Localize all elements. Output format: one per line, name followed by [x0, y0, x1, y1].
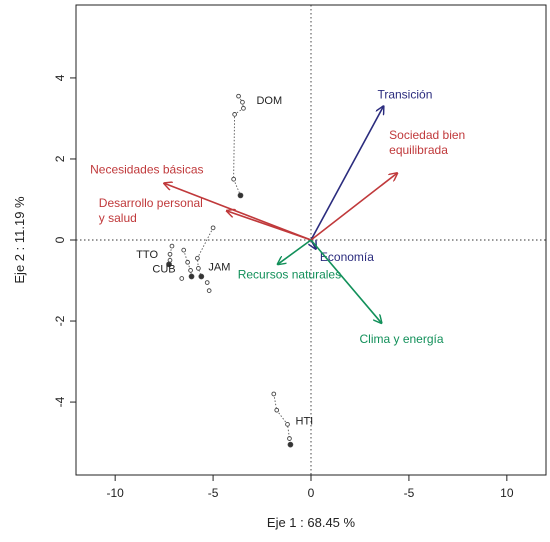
vector-arrow: [164, 183, 312, 241]
data-point: [287, 441, 294, 448]
series-dom: DOM: [231, 93, 282, 199]
vector-transición: Transición: [310, 87, 432, 241]
x-tick-label: 10: [500, 486, 514, 500]
data-point: [210, 225, 216, 231]
vector-label: Desarrollo personal y salud: [99, 196, 203, 225]
data-point: [196, 266, 201, 271]
y-tick-label: 0: [53, 236, 67, 243]
series-tto: TTO: [136, 243, 175, 268]
y-tick-label: -2: [53, 315, 67, 326]
vector-label: Necesidades básicas: [90, 162, 203, 176]
country-label: DOM: [256, 95, 282, 107]
x-axis-title: Eje 1 : 68.45 %: [267, 515, 356, 530]
x-tick-label: 0: [308, 486, 315, 500]
series-cub: CUB: [152, 247, 195, 280]
y-tick-label: 2: [53, 155, 67, 162]
vector-necesidades-básicas: Necesidades básicas: [90, 162, 312, 241]
data-point: [271, 391, 277, 397]
data-point: [240, 99, 245, 105]
x-tick-label: -10: [106, 486, 124, 500]
data-point: [188, 273, 195, 280]
data-point: [236, 93, 241, 99]
vector-label: Economía: [320, 250, 374, 264]
vector-label: Clima y energía: [360, 332, 444, 346]
data-point: [241, 105, 246, 111]
data-point: [188, 268, 193, 273]
vector-sociedad-bien-equilibrada: Sociedad bien equilibrada: [310, 128, 465, 241]
data-point: [179, 276, 185, 281]
data-point: [237, 192, 244, 199]
data-point: [169, 243, 175, 249]
trajectory-line: [183, 249, 192, 277]
data-point: [185, 259, 190, 265]
vector-label: Transición: [377, 87, 432, 101]
country-label: JAM: [208, 261, 230, 273]
country-label: TTO: [136, 249, 158, 261]
vector-clima-y-energía: Clima y energía: [310, 239, 444, 346]
y-tick-label: 4: [53, 74, 67, 81]
y-tick-label: -4: [53, 396, 67, 407]
y-axis-title: Eje 2 : 11.19 %: [12, 196, 27, 284]
series-jam: JAM: [195, 225, 230, 280]
x-tick-label: -5: [208, 486, 219, 500]
vector-label: Sociedad bien equilibrada: [389, 128, 465, 157]
data-point: [204, 280, 210, 285]
x-tick-label: -5: [404, 486, 415, 500]
vector-label: Recursos naturales: [238, 267, 341, 281]
data-point: [274, 407, 280, 413]
data-point: [231, 176, 236, 182]
country-label: HTI: [296, 415, 314, 427]
data-point: [181, 247, 187, 253]
series-hti: HTI: [271, 391, 314, 448]
data-point: [166, 261, 172, 268]
data-point: [287, 436, 292, 441]
data-point: [198, 273, 205, 280]
vector-arrow: [227, 211, 312, 241]
trajectory-line: [196, 227, 214, 277]
vector-arrow: [310, 239, 382, 323]
data-point: [195, 255, 200, 261]
vector-arrow: [310, 106, 383, 241]
vector-arrow: [278, 239, 312, 264]
country-label: CUB: [152, 263, 175, 275]
vector-desarrollo-personal-y-salud: Desarrollo personal y salud: [99, 196, 312, 241]
data-point: [285, 422, 290, 427]
vector-recursos-naturales: Recursos naturales: [238, 239, 341, 281]
vector-arrow: [310, 173, 397, 241]
data-point: [167, 251, 173, 257]
data-point: [232, 112, 237, 117]
data-point: [206, 288, 212, 293]
